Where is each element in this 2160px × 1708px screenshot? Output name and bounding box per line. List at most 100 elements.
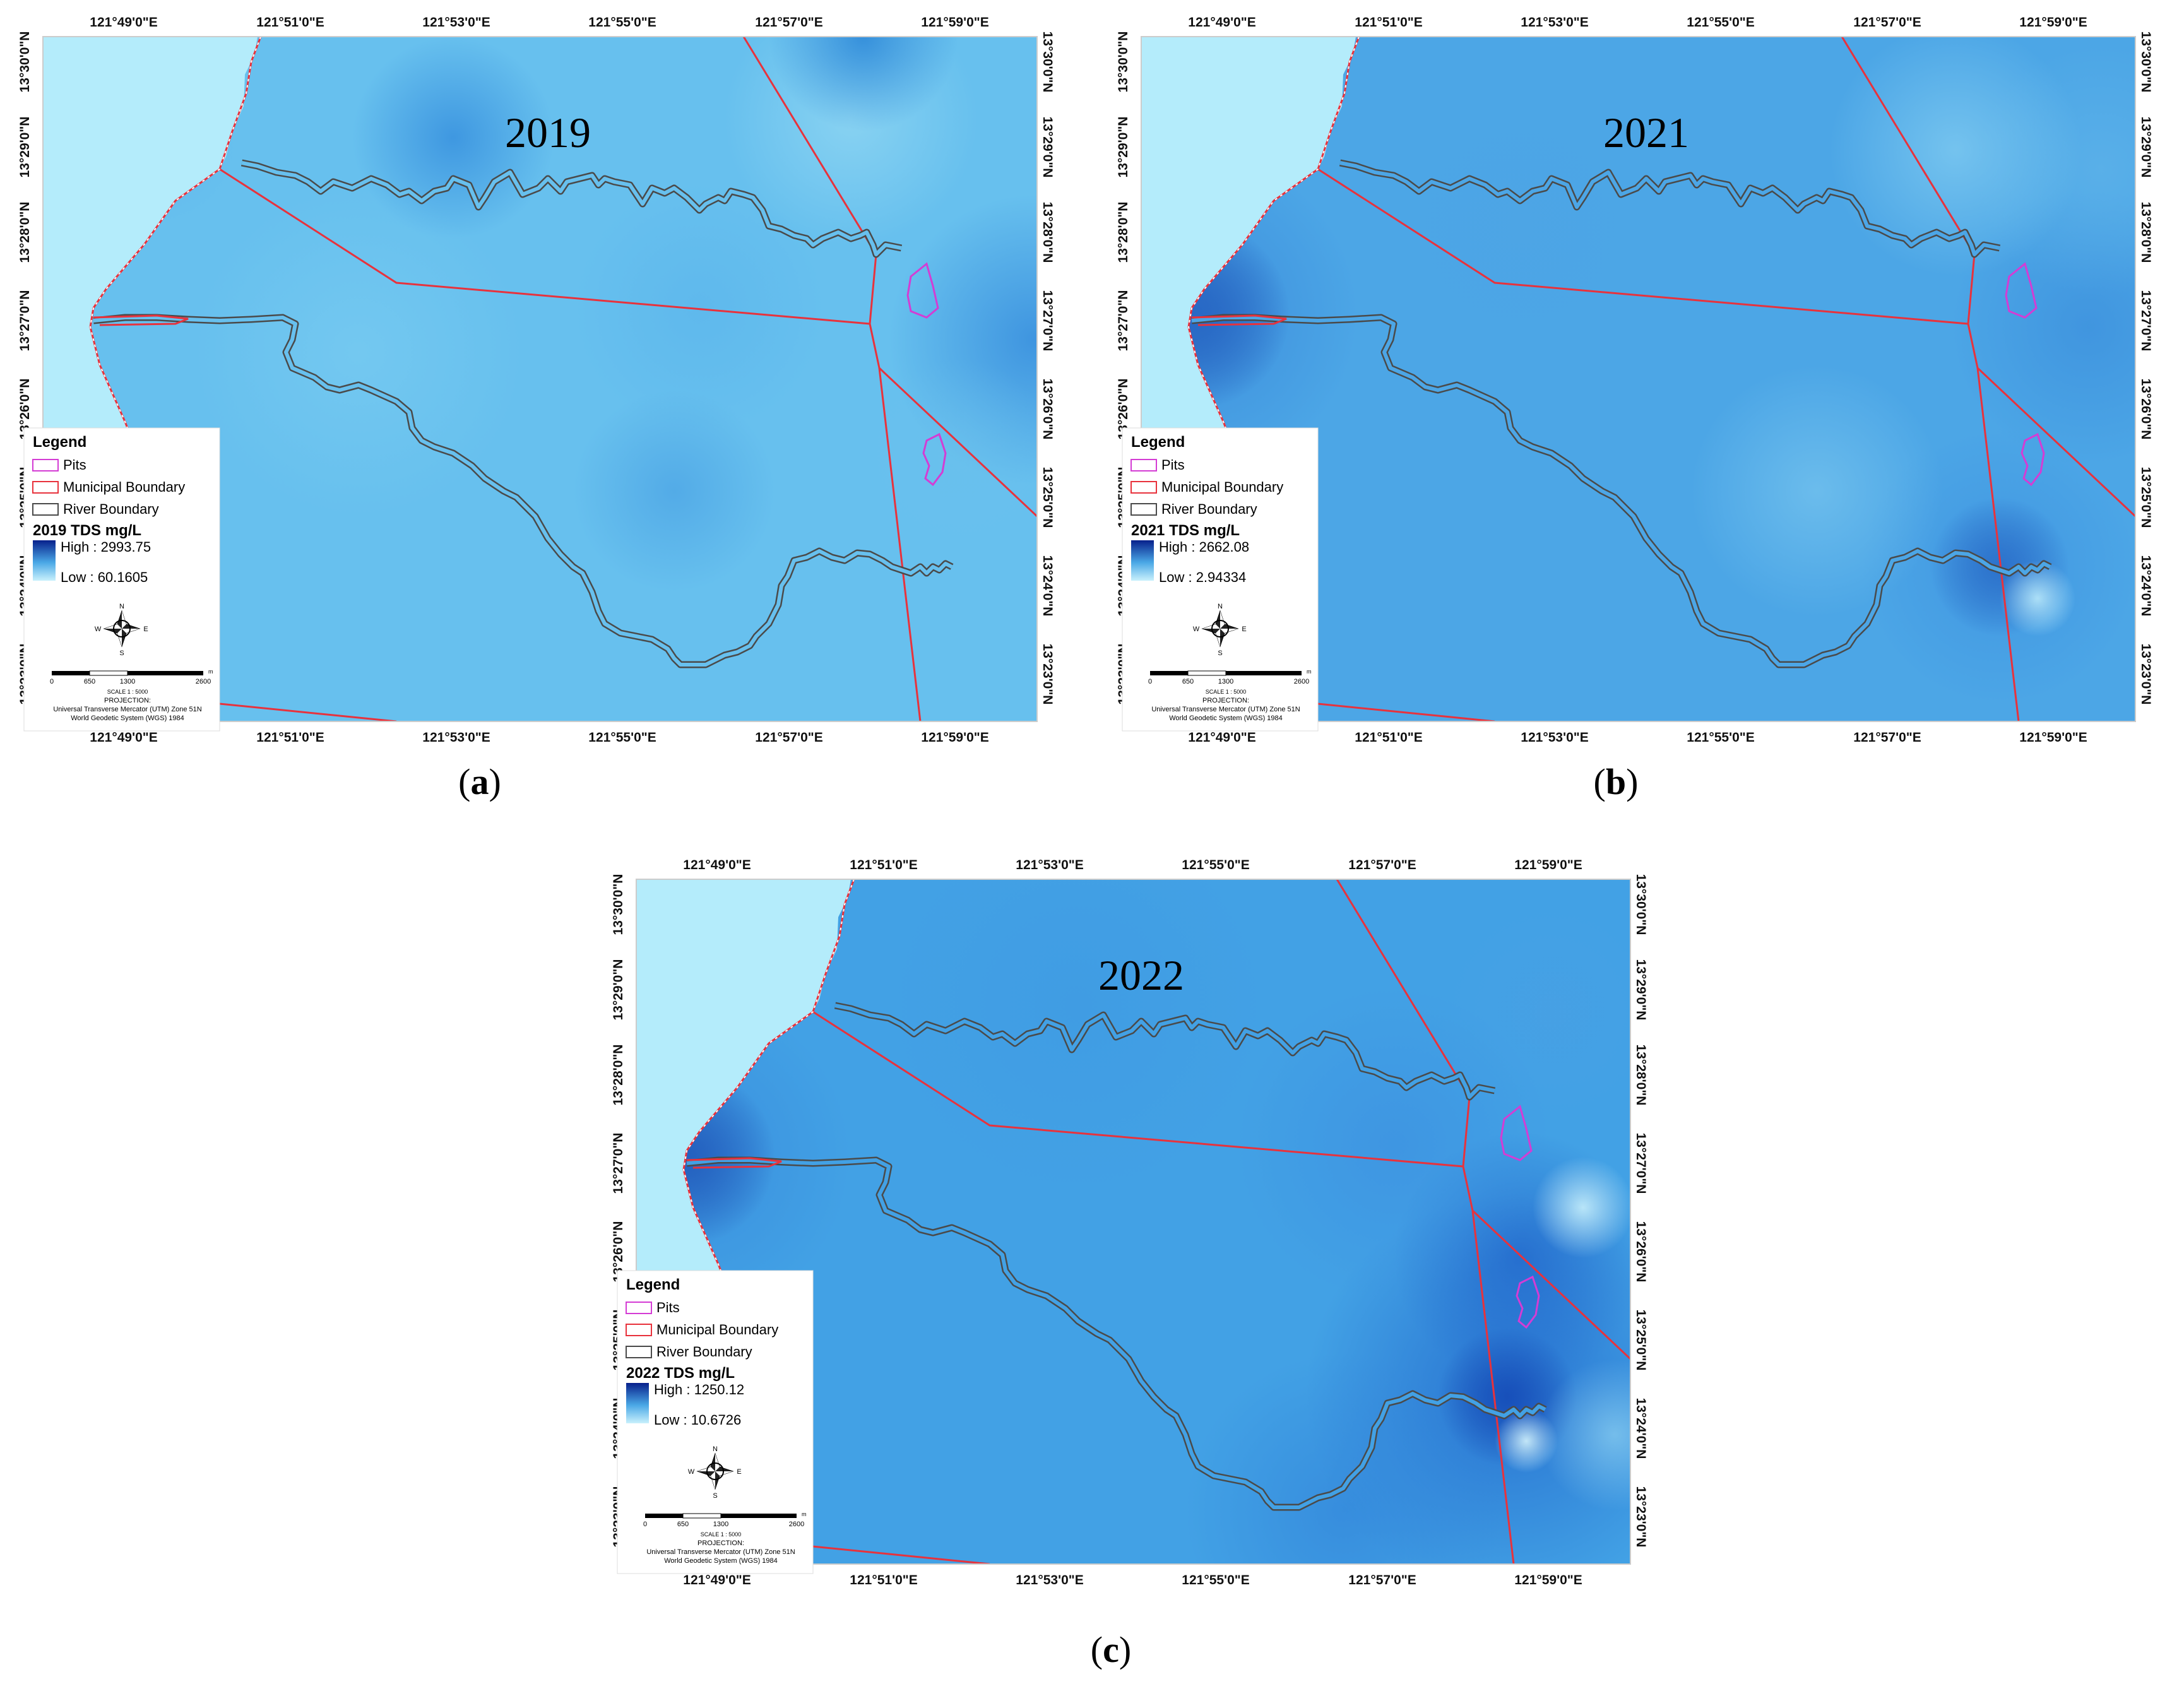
latitude-tick-right: 13°25'0"N xyxy=(2139,467,2153,528)
legend-item-label: River Boundary xyxy=(656,1344,752,1360)
legend-high-value: High : 2993.75 xyxy=(61,539,151,555)
compass-e: E xyxy=(143,626,148,633)
river-channel xyxy=(241,161,902,256)
longitude-tick-bottom: 121°51'0"E xyxy=(1355,730,1422,745)
latitude-tick-right: 13°24'0"N xyxy=(2139,555,2153,617)
legend-high-value: High : 2662.08 xyxy=(1159,539,1249,555)
north-arrow: N S E W xyxy=(688,1445,742,1500)
longitude-tick-top: 121°53'0"E xyxy=(1521,15,1588,30)
scale-label: 2600 xyxy=(196,678,211,685)
map-border xyxy=(1141,36,2136,722)
map-year-title: 2022 xyxy=(1098,951,1184,999)
longitude-tick-bottom: 121°49'0"E xyxy=(90,730,157,745)
legend-item-label: Municipal Boundary xyxy=(656,1322,778,1337)
latitude-tick-left: 13°26'0"N xyxy=(611,1221,626,1283)
tds-hotspot xyxy=(769,37,958,131)
longitude-tick-bottom: 121°59'0"E xyxy=(921,730,988,745)
map-panel-2022: 2022 121°49'0"E 121°49'0"E 121°51'0"E 121°51… xyxy=(606,855,1654,1600)
longitude-tick-top: 121°59'0"E xyxy=(2019,15,2087,30)
projection-title: PROJECTION: xyxy=(104,697,151,704)
river-channel xyxy=(834,1004,1495,1099)
tds-hotspot xyxy=(1533,1157,1630,1258)
latitude-tick-left: 13°29'0"N xyxy=(611,959,626,1021)
compass-w: W xyxy=(1193,626,1200,633)
coastline xyxy=(682,879,855,1322)
longitude-tick-top: 121°57'0"E xyxy=(755,15,822,30)
longitude-tick-top: 121°53'0"E xyxy=(1016,858,1083,872)
longitude-tick-top: 121°49'0"E xyxy=(683,858,751,872)
projection-line-1: Universal Transverse Mercator (UTM) Zone… xyxy=(1151,706,1300,713)
compass-n: N xyxy=(1218,603,1223,610)
legend-scale-title: 2022 TDS mg/L xyxy=(626,1365,735,1382)
compass-s: S xyxy=(713,1492,717,1500)
longitude-tick-bottom: 121°57'0"E xyxy=(755,730,822,745)
latitude-tick-right: 13°28'0"N xyxy=(1040,202,1055,263)
caption-c: (c) xyxy=(1090,1629,1132,1670)
legend-box xyxy=(617,1270,814,1574)
scale-segment xyxy=(52,671,90,675)
legend: Legend Pits Municipal Boundary River Bounda… xyxy=(1122,427,1319,732)
longitude-tick-bottom: 121°55'0"E xyxy=(588,730,656,745)
scale-label: 650 xyxy=(84,678,95,685)
tds-hotspot xyxy=(352,37,554,239)
longitude-tick-top: 121°51'0"E xyxy=(256,15,324,30)
longitude-tick-top: 121°55'0"E xyxy=(588,15,656,30)
scale-segment xyxy=(1150,671,1188,675)
scale-segment xyxy=(721,1514,797,1518)
longitude-tick-top: 121°57'0"E xyxy=(1853,15,1921,30)
scale-ratio: SCALE 1 : 5000 xyxy=(1206,689,1247,695)
compass-e: E xyxy=(737,1468,741,1476)
pit-polygon xyxy=(2021,432,2045,487)
compass-s: S xyxy=(119,649,124,657)
river-channel xyxy=(1339,161,2000,256)
map-border xyxy=(42,36,1038,722)
latitude-tick-right: 13°23'0"N xyxy=(2139,644,2153,705)
municipal-boundary-line xyxy=(1976,367,2020,721)
latitude-tick-left: 13°28'0"N xyxy=(18,202,32,263)
legend-title: Legend xyxy=(33,434,86,451)
longitude-tick-top: 121°49'0"E xyxy=(90,15,157,30)
longitude-tick-top: 121°59'0"E xyxy=(1514,858,1582,872)
legend-item-label: Pits xyxy=(656,1300,680,1315)
latitude-tick-right: 13°25'0"N xyxy=(1040,467,1055,528)
river-channel xyxy=(686,1158,1546,1509)
map-panel-2019: 2019 121°49'0"E 121°49'0"E 121°51'0"E 121°51… xyxy=(13,13,1060,757)
legend-swatch-pits xyxy=(32,459,59,471)
pit-polygon xyxy=(2005,262,2038,319)
latitude-tick-left: 13°29'0"N xyxy=(1116,117,1130,178)
compass-highlight xyxy=(697,1454,733,1489)
latitude-tick-right: 13°27'0"N xyxy=(1040,290,1055,352)
coastline xyxy=(89,37,261,479)
latitude-tick-left: 13°27'0"N xyxy=(1116,290,1130,352)
latitude-tick-right: 13°24'0"N xyxy=(1634,1398,1648,1459)
latitude-tick-right: 13°23'0"N xyxy=(1040,644,1055,705)
compass-s: S xyxy=(1218,649,1222,657)
compass-highlight xyxy=(1202,611,1238,646)
scale-label: 1300 xyxy=(120,678,135,685)
river-mouth-boundary xyxy=(1191,314,1287,326)
legend-swatch-municipal xyxy=(626,1324,652,1336)
river-channel xyxy=(1191,316,2051,667)
legend-swatch-river xyxy=(32,503,59,516)
municipal-boundary-line xyxy=(219,168,870,325)
longitude-tick-bottom: 121°57'0"E xyxy=(1348,1573,1416,1587)
map-panel-2021: 2021 121°49'0"E 121°49'0"E 121°51'0"E 121°51… xyxy=(1111,13,2159,757)
legend-swatch-municipal xyxy=(1130,481,1157,494)
legend-box xyxy=(1122,427,1319,732)
tds-hotspot xyxy=(573,182,826,434)
legend-swatch-pits xyxy=(1130,459,1157,471)
compass-w: W xyxy=(688,1468,695,1476)
map-2022: 2022 121°49'0"E 121°49'0"E 121°51'0"E 121°51… xyxy=(606,855,1654,1600)
scale-label: 2600 xyxy=(789,1521,804,1528)
latitude-tick-left: 13°28'0"N xyxy=(1116,202,1130,263)
compass-n: N xyxy=(713,1445,718,1453)
longitude-tick-top: 121°55'0"E xyxy=(1687,15,1754,30)
legend-color-ramp xyxy=(33,540,56,581)
legend-item-label: Pits xyxy=(63,457,86,473)
compass-highlight xyxy=(104,611,139,646)
longitude-tick-top: 121°57'0"E xyxy=(1348,858,1416,872)
latitude-tick-right: 13°30'0"N xyxy=(2139,32,2153,93)
map-2021: 2021 121°49'0"E 121°49'0"E 121°51'0"E 121°51… xyxy=(1111,13,2159,757)
projection-line-1: Universal Transverse Mercator (UTM) Zone… xyxy=(53,706,201,713)
legend-low-value: Low : 60.1605 xyxy=(61,569,148,585)
